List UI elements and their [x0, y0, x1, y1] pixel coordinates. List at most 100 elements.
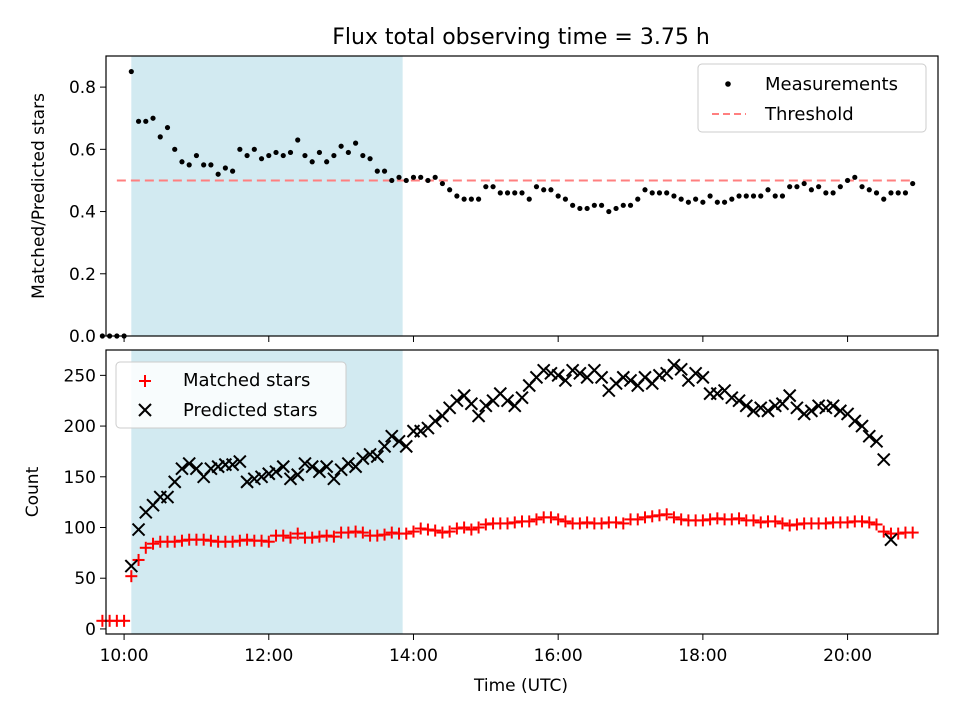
matched-star-point	[863, 516, 876, 529]
measurement-point	[381, 168, 388, 174]
matched-star-point	[400, 527, 413, 540]
ratio-y-tick-label: 0.2	[69, 265, 96, 285]
legend-matched-label: Matched stars	[183, 370, 310, 391]
measurement-point	[454, 193, 460, 199]
measurement-point	[736, 193, 742, 199]
measurement-point	[512, 190, 518, 196]
predicted-star-point	[565, 363, 580, 377]
matched-star-point	[544, 511, 557, 524]
count-y-tick-label: 150	[64, 468, 96, 488]
predicted-star-point	[782, 388, 797, 403]
matched-star-point	[349, 525, 362, 538]
matched-star-point	[696, 514, 709, 527]
measurement-point	[135, 118, 142, 124]
ratio-shaded-region	[131, 56, 403, 336]
matched-star-point	[436, 526, 449, 539]
measurement-point	[606, 208, 612, 215]
measurement-point	[881, 196, 887, 202]
measurement-point	[447, 187, 453, 193]
matched-star-point	[147, 537, 160, 550]
ratio-panel: 0.00.20.40.60.8 Matched/Predicted stars …	[29, 55, 939, 347]
predicted-star-point	[283, 472, 298, 486]
predicted-star-point	[312, 465, 327, 479]
measurement-point	[787, 184, 793, 190]
matched-star-point	[175, 534, 188, 547]
measurement-point	[808, 187, 814, 193]
measurement-point	[693, 196, 699, 202]
matched-star-point	[631, 513, 644, 526]
predicted-star-point	[833, 404, 848, 418]
matched-star-point	[747, 514, 760, 527]
measurement-point	[287, 149, 294, 156]
measurement-point	[468, 196, 474, 202]
measurement-point	[743, 193, 749, 199]
predicted-star-point	[623, 373, 638, 388]
matched-star-point	[667, 511, 680, 524]
matched-star-point	[725, 513, 738, 526]
measurement-point	[497, 190, 503, 196]
predicted-star-point	[233, 454, 247, 469]
predicted-star-point	[319, 459, 334, 474]
measurement-point	[873, 190, 880, 196]
measurement-point	[230, 168, 236, 174]
measurement-point	[128, 68, 134, 75]
predicted-star-point	[739, 399, 753, 413]
measurement-point	[888, 190, 894, 196]
measurement-point	[816, 184, 822, 190]
measurement-point	[222, 165, 228, 171]
measurement-point	[671, 193, 677, 199]
predicted-star-point	[182, 456, 196, 471]
predicted-star-point	[479, 399, 493, 413]
measurement-point	[758, 193, 764, 199]
count-y-axis-label: Count	[23, 466, 43, 517]
x-tick-label: 16:00	[534, 646, 583, 666]
matched-star-point	[819, 517, 832, 530]
predicted-star-point	[862, 429, 876, 443]
legend-predicted-label: Predicted stars	[183, 400, 317, 421]
measurement-point	[367, 156, 373, 162]
predicted-star-point	[551, 368, 565, 383]
measurement-point	[779, 193, 786, 199]
matched-star-point	[573, 517, 586, 530]
measurement-point	[439, 180, 446, 187]
predicted-star-point	[826, 399, 840, 413]
matched-star-point	[877, 525, 890, 538]
matched-star-point	[291, 527, 304, 540]
predicted-star-point	[414, 424, 428, 438]
predicted-star-point	[754, 401, 768, 415]
predicted-star-point	[225, 457, 240, 472]
measurement-point	[273, 149, 279, 156]
matched-star-point	[704, 513, 717, 526]
count-y-tick-label: 250	[64, 366, 96, 386]
measurement-point	[150, 115, 156, 121]
matched-star-point	[450, 522, 463, 535]
measurement-point	[432, 174, 438, 180]
matched-star-point	[769, 515, 782, 528]
measurement-point	[859, 184, 865, 190]
matched-star-point	[313, 530, 326, 543]
predicted-star-point	[471, 409, 486, 423]
matched-star-point	[241, 533, 254, 546]
measurement-point	[193, 152, 200, 159]
matched-star-point	[870, 518, 883, 531]
predicted-star-point	[168, 475, 182, 489]
measurement-point	[613, 205, 619, 212]
measurement-point	[309, 159, 315, 165]
matched-star-point	[342, 526, 355, 539]
predicted-star-point	[500, 394, 515, 408]
matched-star-point	[841, 516, 854, 529]
measurement-point	[772, 193, 778, 199]
matched-star-point	[197, 533, 210, 546]
measurement-point	[410, 174, 417, 180]
legend-predicted-marker	[138, 403, 152, 417]
predicted-star-point	[725, 390, 739, 405]
measurement-point	[707, 193, 713, 199]
ratio-legend-box	[697, 63, 927, 133]
predicted-star-point	[254, 470, 269, 484]
measurement-point	[461, 196, 467, 202]
matched-star-point	[429, 524, 442, 537]
measurement-point	[801, 180, 807, 187]
predicted-star-point	[399, 439, 413, 454]
predicted-star-point	[710, 386, 725, 401]
matched-star-point	[255, 534, 268, 547]
